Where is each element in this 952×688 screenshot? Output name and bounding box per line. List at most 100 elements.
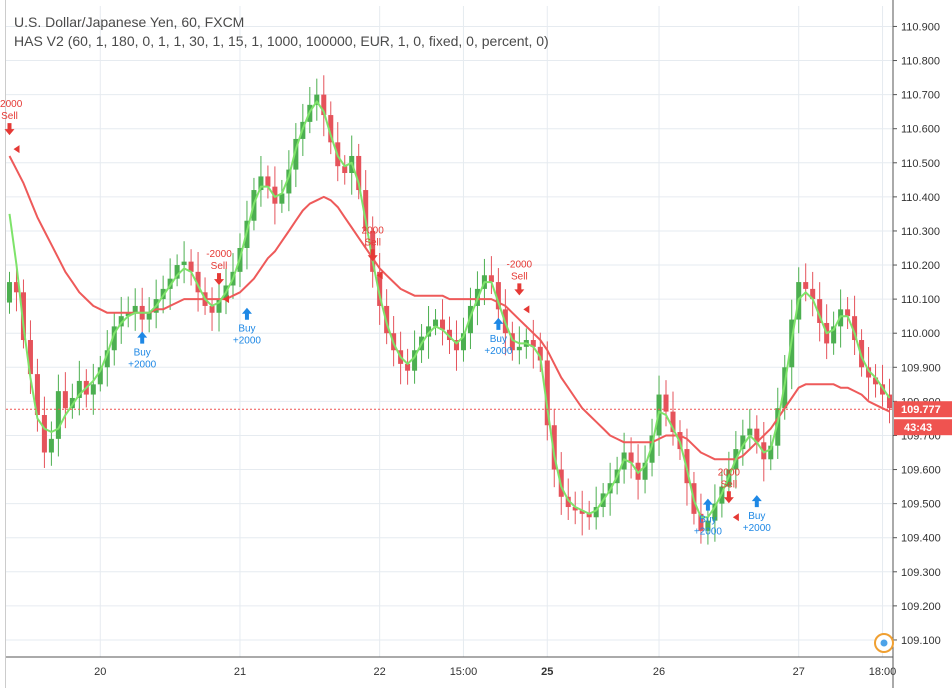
sell-signal-label: Sell — [364, 237, 381, 248]
candle-body — [41, 415, 47, 453]
y-tick-label: 110.300 — [901, 226, 940, 238]
y-tick-label: 109.500 — [901, 499, 941, 511]
watermark-logo-dot — [880, 639, 888, 647]
buy-signal-label: Buy — [134, 348, 151, 359]
candle-body — [279, 193, 285, 204]
fast-signal-line — [8, 100, 891, 519]
candle-body — [460, 333, 466, 351]
y-tick-label: 110.500 — [901, 158, 940, 170]
y-tick-label: 110.600 — [901, 124, 940, 136]
candle-body — [6, 282, 13, 303]
candle-body — [132, 305, 138, 313]
y-tick-label: 109.600 — [901, 465, 941, 477]
candle-body — [188, 261, 194, 272]
candle-body — [530, 340, 536, 347]
candle-body — [810, 288, 816, 300]
sell-signal-label: Sell — [211, 261, 228, 272]
sell-arrow-icon — [214, 273, 225, 286]
candle-body — [551, 425, 557, 470]
candle-body — [440, 319, 446, 330]
candle-body — [467, 305, 473, 334]
candle-body — [13, 282, 19, 293]
sell-signal-label: Sell — [511, 271, 528, 282]
sell-signal-amount: -2000 — [507, 259, 533, 270]
y-tick-label: 110.200 — [901, 260, 940, 272]
candle-body — [886, 394, 893, 409]
countdown-badge — [894, 419, 952, 436]
x-tick-label: 15:00 — [450, 666, 478, 678]
candle-body — [265, 176, 271, 187]
y-tick-label: 109.400 — [901, 533, 941, 545]
sell-arrow-icon — [4, 123, 15, 136]
y-tick-label: 110.400 — [901, 192, 940, 204]
y-tick-label: 109.100 — [901, 635, 941, 647]
candle-body — [412, 350, 418, 371]
sell-arrow-icon — [723, 491, 734, 504]
candle-body — [873, 377, 879, 385]
candle-body — [712, 503, 718, 521]
candle-body — [768, 445, 774, 460]
candle-body — [377, 271, 383, 306]
candle-body — [97, 367, 103, 385]
candle-body — [111, 326, 117, 351]
candle-body — [48, 438, 54, 453]
buy-arrow-icon — [493, 317, 504, 330]
candle-body — [321, 94, 327, 116]
symbol-legend: U.S. Dollar/Japanese Yen, 60, FXCM — [14, 14, 245, 30]
sell-signal-amount: 2000 — [362, 225, 385, 236]
candle-body — [488, 275, 494, 283]
candle-body — [90, 384, 96, 395]
strategy-legend: HAS V2 (60, 1, 180, 0, 1, 1, 30, 1, 15, … — [14, 33, 549, 49]
candle-body — [174, 265, 180, 279]
candle-body — [146, 312, 152, 320]
candle-body — [740, 435, 746, 450]
y-tick-label: 109.300 — [901, 567, 941, 579]
sell-signal-amount: -2000 — [0, 99, 23, 110]
sell-signal-amount: -2000 — [206, 249, 232, 260]
candle-body — [537, 346, 543, 361]
y-tick-label: 110.100 — [901, 294, 940, 306]
x-tick-label: 27 — [793, 666, 805, 678]
candle-body — [453, 340, 459, 351]
last-price-badge — [894, 401, 952, 418]
exit-marker-icon — [732, 513, 739, 522]
candle-body — [817, 299, 823, 323]
y-tick-label: 110.800 — [901, 56, 940, 68]
candle-body — [670, 411, 676, 433]
candle-body — [20, 292, 26, 341]
candle-body — [118, 316, 124, 327]
x-tick-label: 20 — [94, 666, 106, 678]
buy-signal-label: Buy — [238, 324, 255, 335]
candle-body — [628, 452, 634, 463]
exit-marker-icon — [376, 271, 383, 280]
candle-body — [181, 261, 187, 266]
candle-body — [831, 326, 837, 344]
candle-body — [586, 513, 592, 518]
candle-body — [866, 367, 872, 378]
candle-body — [405, 363, 411, 371]
y-tick-label: 110.900 — [901, 21, 940, 33]
candle-body — [663, 394, 669, 412]
candle-body — [593, 507, 599, 518]
candle-body — [433, 319, 439, 327]
candle-body — [258, 176, 264, 191]
buy-signal-label: Buy — [748, 511, 765, 522]
candle-body — [495, 282, 501, 310]
buy-signal-amount: +2000 — [484, 346, 513, 357]
sell-signal-label: Sell — [1, 111, 18, 122]
candle-body — [565, 496, 571, 508]
candle-body — [76, 380, 82, 398]
candle-body — [27, 340, 33, 375]
sell-signal-label: Sell — [721, 479, 738, 490]
candle-body — [195, 271, 201, 293]
candle-body — [34, 374, 40, 416]
sell-arrow-icon — [514, 283, 525, 296]
candle-body — [426, 326, 432, 337]
candle-body — [55, 391, 61, 439]
exit-marker-icon — [523, 305, 530, 314]
buy-arrow-icon — [702, 498, 713, 511]
candle-body — [775, 408, 781, 446]
candle-body — [446, 329, 453, 341]
